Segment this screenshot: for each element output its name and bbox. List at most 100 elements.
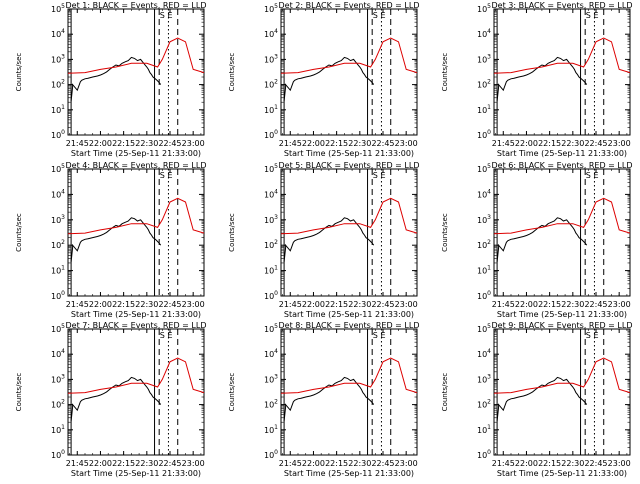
series-lld	[280, 37, 418, 74]
marker-label: E	[593, 171, 598, 180]
y-tick-label: 104	[477, 348, 491, 359]
y-tick-label: 100	[51, 129, 65, 140]
x-tick-label: 22:15	[538, 459, 561, 468]
x-tick-label: 22:45	[158, 459, 181, 468]
x-tick-label: 23:00	[182, 139, 205, 148]
y-tick-label: 105	[51, 163, 65, 174]
series-lld	[67, 357, 205, 394]
panel-title: Det 6: BLACK = Events, RED = LLD	[492, 161, 633, 170]
y-tick-label: 104	[477, 188, 491, 199]
plot-frame	[280, 328, 418, 456]
x-tick-label: 22:30	[561, 139, 584, 148]
y-tick-label: 100	[477, 290, 491, 301]
y-tick-label: 105	[51, 3, 65, 14]
y-tick-label: 101	[264, 104, 278, 115]
y-tick-label: 103	[264, 214, 278, 225]
series-lld	[493, 197, 631, 235]
series-events	[496, 376, 588, 422]
panel-det-7: Det 7: BLACK = Events, RED = LLD 100 101 10…	[15, 321, 206, 478]
y-tick-label: 105	[51, 323, 65, 334]
x-tick-label: 22:45	[371, 139, 394, 148]
plot-frame	[280, 8, 418, 136]
x-tick-label: 22:15	[325, 459, 348, 468]
x-tick-label: 22:45	[584, 300, 607, 309]
y-tick-label: 105	[264, 323, 278, 334]
panel-title: Det 9: BLACK = Events, RED = LLD	[492, 321, 633, 330]
plot-frame	[67, 168, 205, 297]
y-tick-label: 104	[51, 28, 65, 39]
panel-title: Det 2: BLACK = Events, RED = LLD	[279, 1, 420, 10]
y-tick-label: 101	[477, 104, 491, 115]
marker-label: S	[160, 11, 165, 20]
y-tick-label: 101	[264, 265, 278, 276]
x-axis-label: Start Time (25-Sep-11 21:33:00)	[284, 310, 414, 319]
x-axis-label: Start Time (25-Sep-11 21:33:00)	[71, 149, 201, 158]
x-tick-label: 21:45	[492, 139, 515, 148]
series-events	[283, 217, 375, 262]
x-tick-label: 22:15	[325, 139, 348, 148]
x-tick-label: 22:30	[348, 459, 371, 468]
series-events	[70, 56, 162, 102]
x-tick-label: 21:45	[492, 300, 515, 309]
plot-frame	[493, 8, 631, 136]
marker-label: E	[380, 331, 385, 340]
y-tick-label: 101	[264, 424, 278, 435]
marker-label: E	[167, 331, 172, 340]
series-events	[496, 217, 588, 262]
y-axis-label: Counts/sec	[441, 373, 449, 412]
y-tick-label: 103	[51, 53, 65, 64]
y-tick-label: 105	[477, 3, 491, 14]
panel-det-6: Det 6: BLACK = Events, RED = LLD 100 101 10…	[441, 161, 632, 319]
x-tick-label: 23:00	[608, 139, 631, 148]
panel-title: Det 1: BLACK = Events, RED = LLD	[66, 1, 207, 10]
y-tick-label: 102	[51, 79, 65, 90]
x-tick-label: 22:00	[515, 459, 538, 468]
y-tick-label: 102	[51, 399, 65, 410]
y-tick-label: 100	[264, 290, 278, 301]
panel-det-5: Det 5: BLACK = Events, RED = LLD 100 101 10…	[228, 161, 419, 319]
panel-det-8: Det 8: BLACK = Events, RED = LLD 100 101 10…	[228, 321, 419, 478]
x-tick-label: 22:00	[515, 139, 538, 148]
y-tick-label: 103	[51, 214, 65, 225]
y-tick-label: 100	[264, 449, 278, 460]
y-tick-label: 104	[264, 348, 278, 359]
y-tick-label: 101	[51, 104, 65, 115]
series-lld	[67, 37, 205, 74]
x-tick-label: 23:00	[608, 300, 631, 309]
marker-label: E	[380, 171, 385, 180]
x-tick-label: 22:00	[89, 300, 112, 309]
y-tick-label: 105	[477, 163, 491, 174]
plot-frame	[280, 168, 418, 297]
y-axis-label: Counts/sec	[228, 213, 236, 252]
x-tick-label: 22:15	[112, 139, 135, 148]
y-tick-label: 105	[264, 3, 278, 14]
marker-label: E	[593, 331, 598, 340]
x-axis-label: Start Time (25-Sep-11 21:33:00)	[284, 469, 414, 478]
x-axis-label: Start Time (25-Sep-11 21:33:00)	[497, 310, 627, 319]
y-tick-label: 103	[264, 53, 278, 64]
marker-label: E	[167, 11, 172, 20]
x-tick-label: 22:30	[135, 139, 158, 148]
x-tick-label: 22:45	[584, 139, 607, 148]
panel-det-3: Det 3: BLACK = Events, RED = LLD 100 101 10…	[441, 1, 632, 158]
x-tick-label: 22:45	[158, 300, 181, 309]
series-events	[70, 376, 162, 422]
x-tick-label: 23:00	[182, 459, 205, 468]
y-tick-label: 103	[477, 214, 491, 225]
series-lld	[493, 357, 631, 394]
x-tick-label: 22:15	[325, 300, 348, 309]
plot-frame	[493, 328, 631, 456]
plot-frame	[493, 168, 631, 297]
x-tick-label: 22:00	[515, 300, 538, 309]
y-tick-label: 101	[51, 265, 65, 276]
marker-label: E	[593, 11, 598, 20]
x-axis-label: Start Time (25-Sep-11 21:33:00)	[284, 149, 414, 158]
series-lld	[280, 197, 418, 235]
y-tick-label: 100	[264, 129, 278, 140]
x-tick-label: 22:45	[371, 300, 394, 309]
series-events	[70, 217, 162, 262]
x-tick-label: 22:45	[584, 459, 607, 468]
x-tick-label: 21:45	[279, 459, 302, 468]
